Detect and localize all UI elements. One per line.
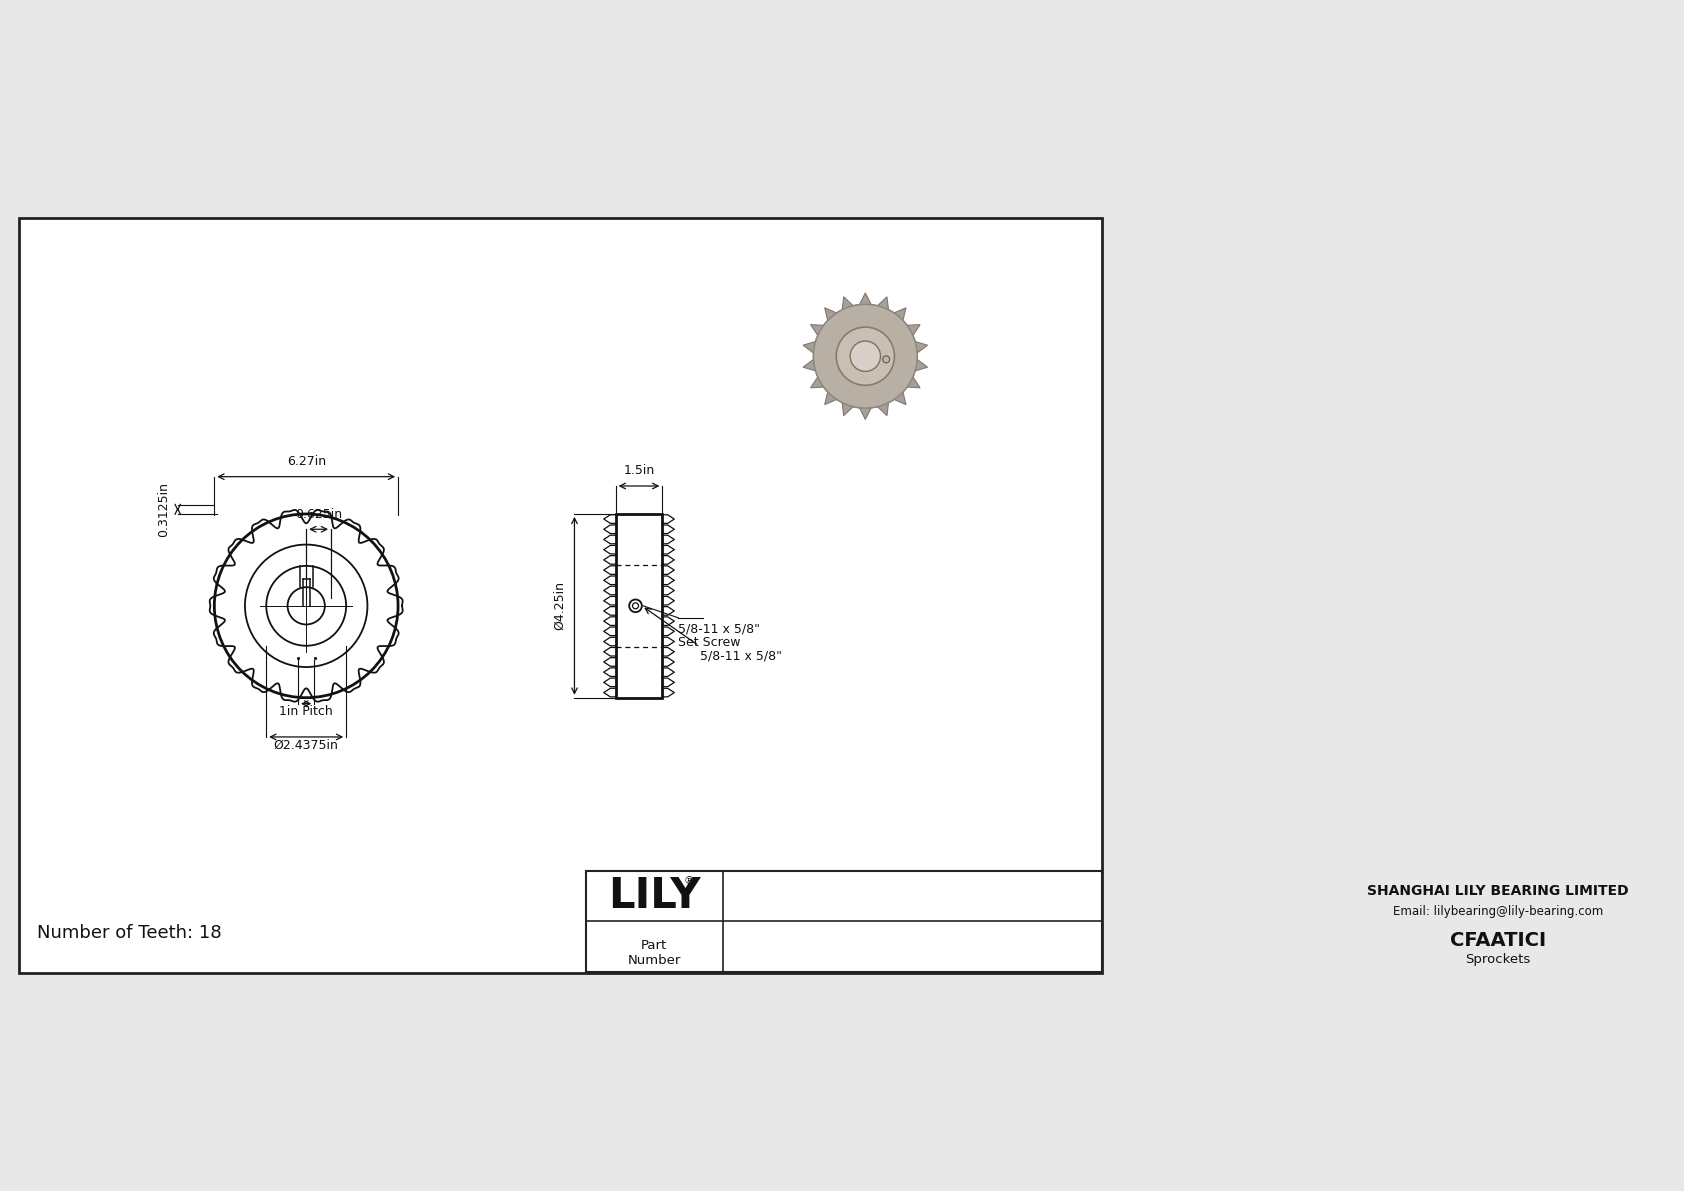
Text: LILY: LILY [608, 875, 701, 917]
Bar [616, 515, 662, 698]
Polygon shape [859, 293, 871, 305]
Polygon shape [877, 297, 889, 310]
Polygon shape [825, 392, 837, 405]
Circle shape [882, 356, 889, 363]
Text: 5/8-11 x 5/8": 5/8-11 x 5/8" [679, 623, 759, 636]
Polygon shape [908, 325, 919, 336]
Text: 1.5in: 1.5in [623, 464, 655, 478]
Polygon shape [877, 403, 889, 416]
Polygon shape [894, 392, 906, 405]
Text: Set Screw: Set Screw [679, 636, 741, 649]
Polygon shape [810, 325, 823, 336]
Circle shape [813, 305, 918, 409]
Text: 6.27in: 6.27in [286, 455, 325, 468]
Text: Sprockets: Sprockets [1465, 953, 1531, 966]
Polygon shape [842, 297, 854, 310]
Text: 0.625in: 0.625in [295, 507, 342, 520]
Text: 0.3125in: 0.3125in [157, 482, 170, 537]
Bar [586, 871, 1103, 972]
Text: SHANGHAI LILY BEARING LIMITED: SHANGHAI LILY BEARING LIMITED [1367, 884, 1628, 898]
Circle shape [837, 328, 894, 386]
Circle shape [813, 305, 918, 409]
Polygon shape [803, 360, 815, 370]
Text: CFAATICI: CFAATICI [1450, 931, 1546, 950]
Text: 1in Pitch: 1in Pitch [280, 705, 333, 718]
Text: Number: Number [628, 954, 680, 967]
Polygon shape [825, 307, 837, 320]
Polygon shape [914, 360, 928, 370]
Polygon shape [908, 376, 919, 388]
Text: 5/8-11 x 5/8": 5/8-11 x 5/8" [701, 649, 783, 662]
Polygon shape [842, 403, 854, 416]
Text: Ø2.4375in: Ø2.4375in [274, 738, 338, 752]
Polygon shape [803, 342, 815, 353]
Polygon shape [859, 407, 871, 419]
Text: ®: ® [684, 875, 695, 886]
Polygon shape [914, 342, 928, 353]
Circle shape [850, 341, 881, 372]
Text: Email: lilybearing@lily-bearing.com: Email: lilybearing@lily-bearing.com [1393, 905, 1603, 918]
Text: Part: Part [642, 940, 667, 952]
Text: Number of Teeth: 18: Number of Teeth: 18 [37, 924, 221, 942]
Text: Ø4.25in: Ø4.25in [552, 581, 566, 630]
Polygon shape [894, 307, 906, 320]
Polygon shape [810, 376, 823, 388]
